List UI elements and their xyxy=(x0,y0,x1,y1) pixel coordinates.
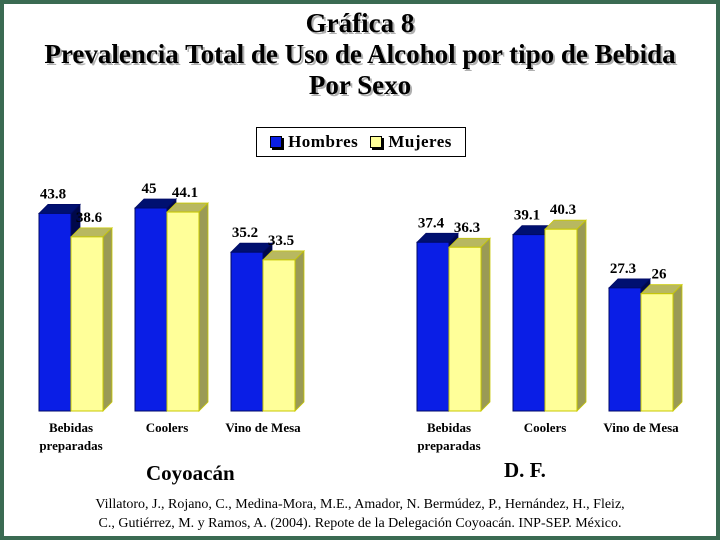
title-line-1: Gráfica 8 xyxy=(305,8,415,38)
bar-hombres-1-1-0 xyxy=(512,234,546,412)
legend-item-mujeres: Mujeres xyxy=(370,132,452,152)
data-label-0-0-0: 43.8 xyxy=(40,186,66,202)
data-label-1-1-0: 39.1 xyxy=(514,208,540,224)
title-line-3: Por Sexo xyxy=(308,70,412,100)
data-label-1-2-1: 26 xyxy=(652,267,668,283)
source-line-2: C., Gutiérrez, M. y Ramos, A. (2004). Re… xyxy=(98,516,622,531)
data-label-0-2-1: 33.5 xyxy=(268,233,294,249)
category-label-1-1-0: Coolers xyxy=(524,420,567,435)
data-label-0-1-0: 45 xyxy=(142,181,157,197)
category-label-1-2-0: Vino de Mesa xyxy=(603,420,679,435)
bar-hombres-0-1-0 xyxy=(134,207,168,412)
legend-label-hombres: Hombres xyxy=(288,132,359,151)
legend-swatch-mujeres xyxy=(370,136,383,148)
chart-title: Gráfica 8 Prevalencia Total de Uso de Al… xyxy=(0,8,720,101)
title-line-2: Prevalencia Total de Uso de Alcohol por … xyxy=(44,39,676,69)
bar-hombres-0-2-0 xyxy=(230,251,264,412)
bar-mujeres-0-2-1 xyxy=(262,259,296,412)
panel-label-coyoacan: Coyoacán xyxy=(146,461,235,485)
panel-label-df: D. F. xyxy=(504,458,546,482)
category-label-1-0-1: preparadas xyxy=(417,438,480,453)
legend: Hombres Mujeres xyxy=(256,127,466,157)
legend-item-hombres: Hombres xyxy=(270,132,358,152)
legend-swatch-hombres xyxy=(270,136,283,148)
bar-hombres-0-0-0 xyxy=(38,212,72,412)
bar-hombres-1-0-0 xyxy=(416,241,450,412)
bar-side-0-1-1 xyxy=(198,202,209,412)
category-label-0-1-0: Coolers xyxy=(146,420,189,435)
bar-mujeres-1-2-1 xyxy=(640,293,674,412)
bar-side-0-2-1 xyxy=(294,249,305,412)
category-label-0-0-0: Bebidas xyxy=(49,420,93,435)
bar-side-1-2-1 xyxy=(672,283,683,412)
category-label-0-0-1: preparadas xyxy=(39,438,102,453)
data-label-1-0-1: 36.3 xyxy=(454,220,480,236)
bar-side-1-1-1 xyxy=(576,219,587,412)
legend-label-mujeres: Mujeres xyxy=(388,132,452,151)
bar-mujeres-1-0-1 xyxy=(448,246,482,412)
bar-mujeres-0-1-1 xyxy=(166,211,200,412)
data-label-1-2-0: 27.3 xyxy=(610,261,636,277)
data-label-1-1-1: 40.3 xyxy=(550,202,576,218)
source-line-1: Villatoro, J., Rojano, C., Medina-Mora, … xyxy=(95,497,625,512)
source-citation: Villatoro, J., Rojano, C., Medina-Mora, … xyxy=(0,495,720,533)
bar-hombres-1-2-0 xyxy=(608,287,642,412)
category-label-1-0-0: Bebidas xyxy=(427,420,471,435)
bar-side-1-0-1 xyxy=(480,237,491,412)
bar-mujeres-0-0-1 xyxy=(70,236,104,412)
data-label-1-0-0: 37.4 xyxy=(418,215,445,231)
data-label-0-2-0: 35.2 xyxy=(232,225,258,241)
bar-mujeres-1-1-1 xyxy=(544,228,578,412)
category-label-0-2-0: Vino de Mesa xyxy=(225,420,301,435)
data-label-0-0-1: 38.6 xyxy=(76,210,103,226)
data-label-0-1-1: 44.1 xyxy=(172,185,198,201)
bar-side-0-0-1 xyxy=(102,226,113,412)
